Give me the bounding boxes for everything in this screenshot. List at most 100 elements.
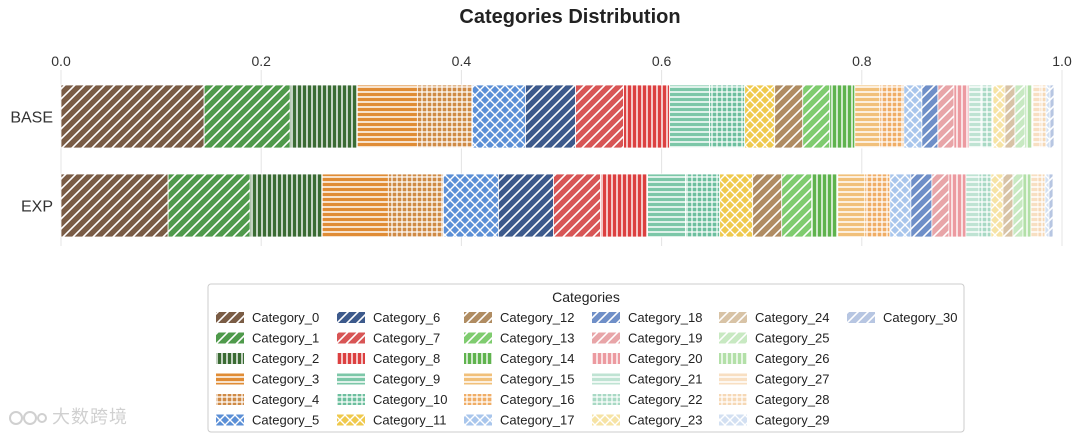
- legend-item: Category_9: [337, 372, 440, 387]
- bar-segment: [1012, 173, 1024, 238]
- legend-label: Category_5: [252, 413, 319, 428]
- bar-segment: [879, 84, 905, 149]
- bar-segment: [600, 173, 648, 238]
- bar-segment: [623, 84, 671, 149]
- bar-segment: [60, 84, 205, 149]
- legend-item: Category_10: [337, 392, 447, 407]
- legend-label: Category_23: [628, 413, 702, 428]
- bar-segment: [854, 84, 881, 149]
- legend-label: Category_25: [755, 331, 829, 346]
- watermark-logo-icon: [9, 411, 47, 425]
- bar-segment: [931, 173, 950, 238]
- legend-label: Category_26: [755, 351, 829, 366]
- legend-swatch: [216, 332, 244, 344]
- legend-label: Category_12: [500, 310, 574, 325]
- bar-segment: [442, 173, 499, 238]
- bar-segment: [525, 84, 576, 149]
- legend-label: Category_29: [755, 413, 829, 428]
- legend-item: Category_20: [592, 351, 702, 366]
- bar-segment: [647, 173, 687, 238]
- bar-segment: [416, 84, 473, 149]
- bar-segment: [1044, 173, 1050, 238]
- bar-segment: [203, 84, 291, 149]
- bar-segment: [685, 173, 721, 238]
- bar-segment: [1014, 84, 1026, 149]
- legend-swatch: [719, 394, 747, 405]
- legend-swatch: [719, 312, 747, 323]
- bar-segment: [992, 84, 1006, 149]
- legend-item: Category_3: [216, 372, 319, 387]
- legend-label: Category_14: [500, 351, 574, 366]
- legend-label: Category_30: [883, 310, 957, 325]
- bar-segment: [1039, 84, 1047, 149]
- legend-swatch: [592, 394, 620, 405]
- legend-item: Category_16: [464, 392, 574, 407]
- legend-label: Category_22: [628, 392, 702, 407]
- bar-segment: [990, 173, 1004, 238]
- legend-swatch: [592, 373, 620, 385]
- bar-segment: [978, 173, 992, 238]
- legend-swatch: [216, 414, 244, 426]
- legend-label: Category_17: [500, 413, 574, 428]
- legend-label: Category_15: [500, 372, 574, 387]
- legend-item: Category_2: [216, 351, 319, 366]
- bar-segment: [1024, 84, 1034, 149]
- bar-segment: [321, 173, 389, 238]
- bar-segment: [752, 173, 783, 238]
- legend-item: Category_28: [719, 392, 829, 407]
- legend-label: Category_1: [252, 331, 319, 346]
- bar-segment: [575, 84, 624, 149]
- bar-segment: [1004, 84, 1016, 149]
- legend-item: Category_24: [719, 310, 829, 325]
- legend: Categories Category_0 Category_1 Category_…: [207, 283, 965, 433]
- legend-label: Category_6: [373, 310, 440, 325]
- legend-swatch: [592, 332, 620, 344]
- bar-segment: [829, 84, 856, 149]
- legend-label: Category_7: [373, 331, 440, 346]
- legend-item: Category_12: [464, 310, 574, 325]
- legend-swatch: [337, 353, 365, 364]
- legend-item: Category_21: [592, 372, 702, 387]
- bar-segment: [669, 84, 711, 149]
- bar-segment: [553, 173, 601, 238]
- bar-segment: [1048, 173, 1054, 238]
- watermark-text: 大数跨境: [52, 407, 128, 428]
- legend-swatch: [719, 353, 747, 364]
- bar-segment: [167, 173, 251, 238]
- legend-item: Category_4: [216, 392, 319, 407]
- legend-swatch: [464, 373, 492, 385]
- legend-label: Category_18: [628, 310, 702, 325]
- bar-segment: [719, 173, 754, 238]
- legend-label: Category_20: [628, 351, 702, 366]
- bar-segment: [937, 84, 955, 149]
- legend-label: Category_24: [755, 310, 829, 325]
- legend-swatch: [719, 373, 747, 385]
- bar-segment: [1032, 84, 1041, 149]
- bar-segment: [889, 173, 912, 238]
- legend-item: Category_27: [719, 372, 829, 387]
- bar-segment: [472, 84, 526, 149]
- bar-segment: [903, 84, 923, 149]
- legend-swatch: [464, 414, 492, 426]
- legend-swatch: [216, 353, 244, 364]
- bar-segment: [356, 84, 418, 149]
- legend-item: Category_6: [337, 310, 440, 325]
- legend-label: Category_27: [755, 372, 829, 387]
- legend-item: Category_15: [464, 372, 574, 387]
- legend-label: Category_11: [373, 413, 446, 428]
- bar-segment: [1022, 173, 1032, 238]
- bar-segment: [864, 173, 891, 238]
- bar-segment: [811, 173, 839, 238]
- bar-segment: [837, 173, 866, 238]
- legend-item: Category_7: [337, 331, 440, 346]
- legend-item: Category_26: [719, 351, 829, 366]
- bar-segment: [289, 84, 358, 149]
- bar-segment: [744, 84, 776, 149]
- y-category-label: BASE: [10, 110, 53, 127]
- legend-swatch: [719, 332, 747, 344]
- legend-item: Category_14: [464, 351, 574, 366]
- legend-label: Category_2: [252, 351, 319, 366]
- legend-item: Category_17: [464, 413, 574, 428]
- bar-segment: [774, 84, 804, 149]
